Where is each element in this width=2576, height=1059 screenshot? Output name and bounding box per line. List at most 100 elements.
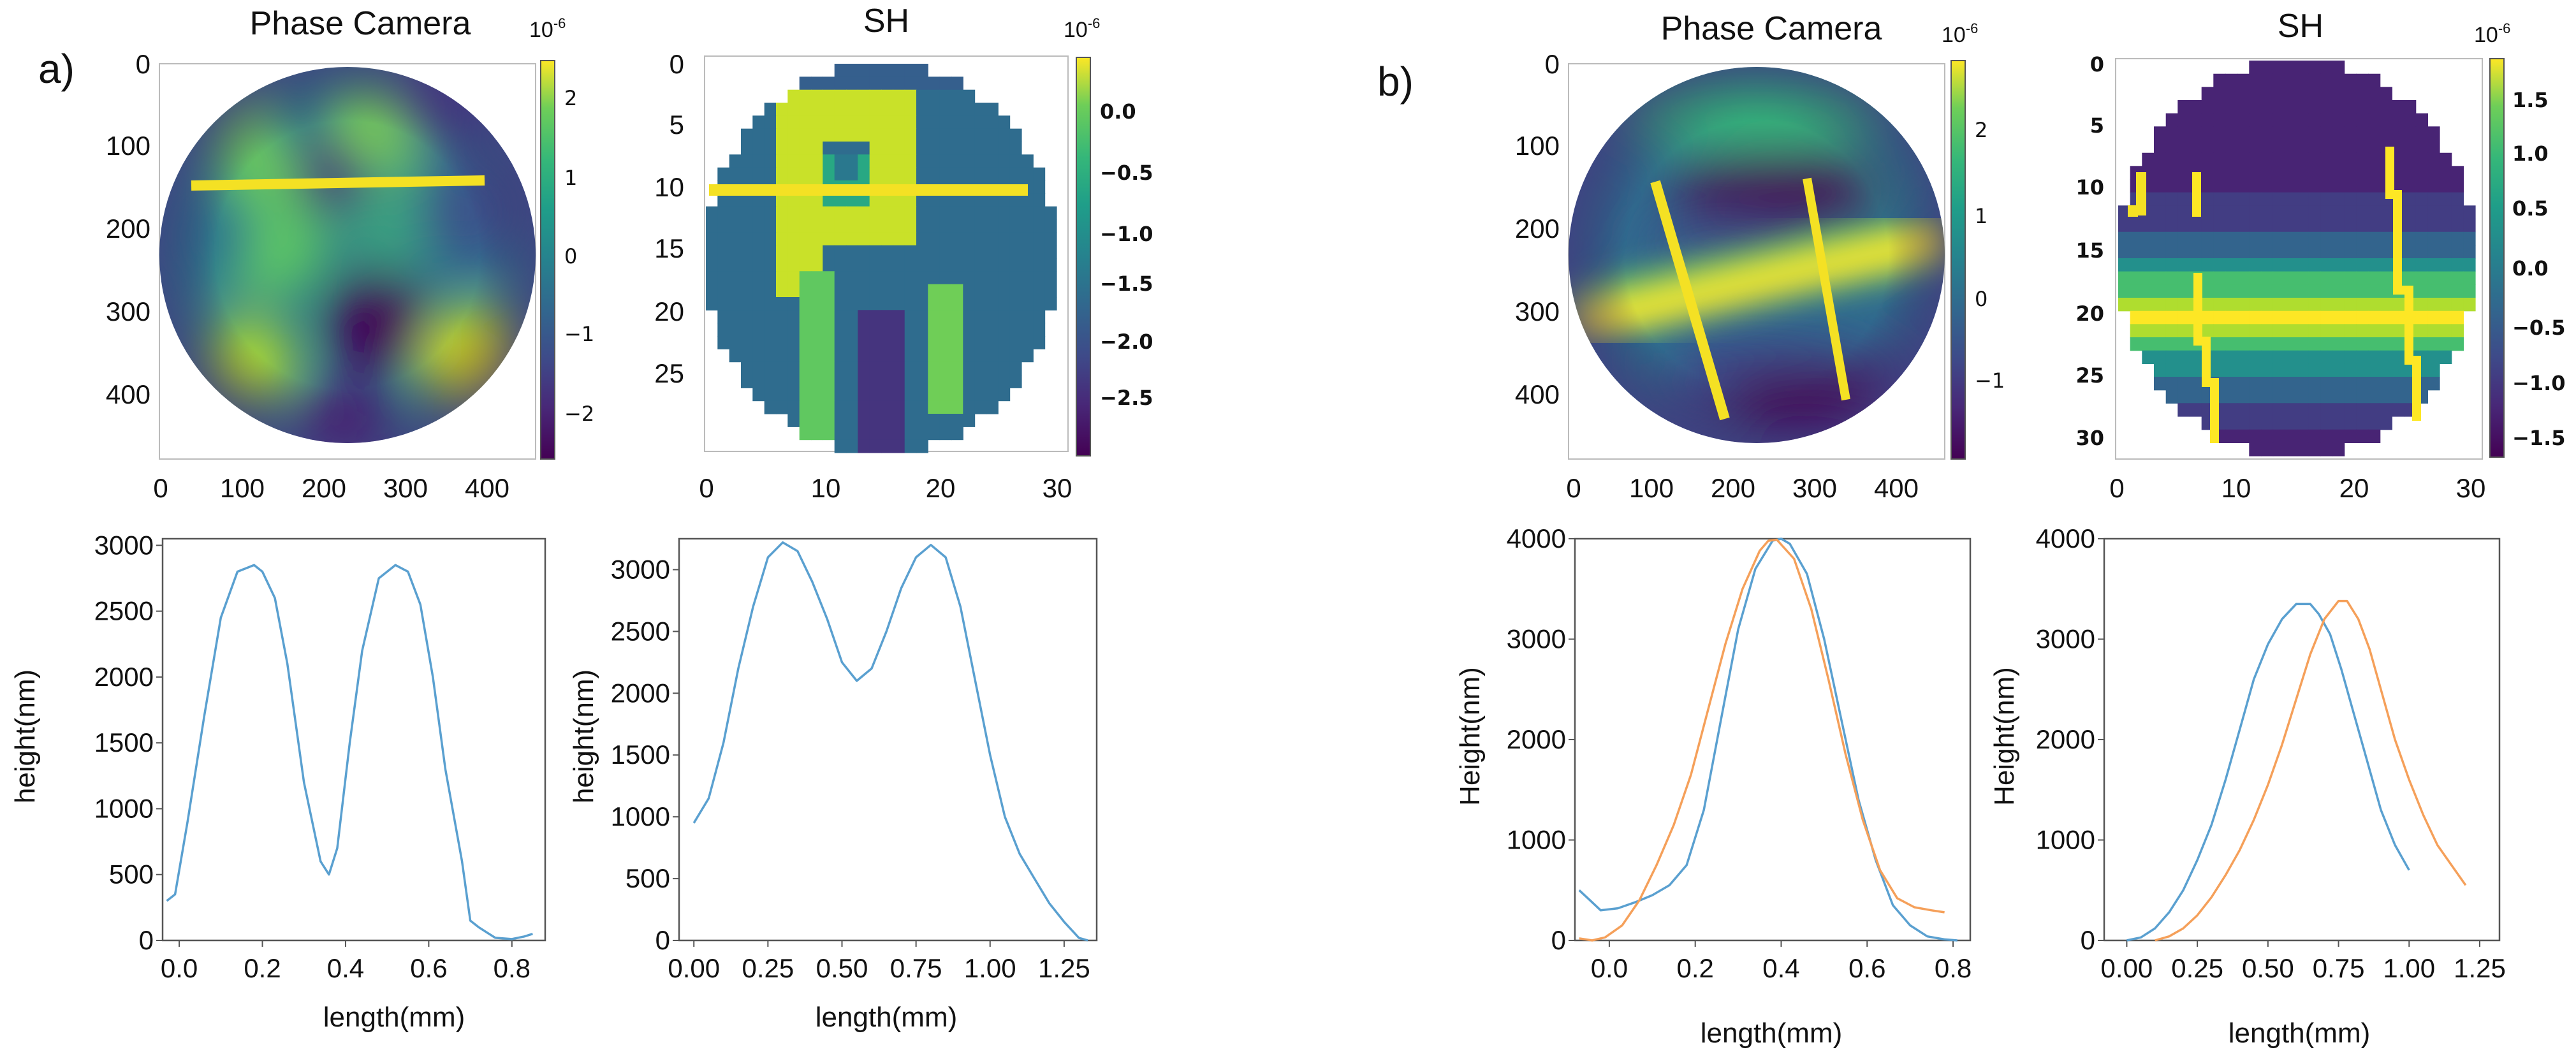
heatmap-cell xyxy=(2190,350,2202,364)
heatmap-cell xyxy=(823,362,835,376)
heatmap-cell xyxy=(2308,350,2321,364)
heatmap-cell xyxy=(858,388,870,402)
heatmap-cell xyxy=(2356,258,2369,272)
heatmap-cell xyxy=(2154,284,2167,298)
heatmap-cell xyxy=(2344,166,2357,180)
heatmap-cell xyxy=(2285,166,2297,180)
heatmap-cell xyxy=(2237,298,2250,312)
heatmap-cell xyxy=(2404,100,2417,114)
heatmap-cell xyxy=(963,414,976,427)
heatmap-cell xyxy=(2320,258,2333,272)
heatmap-cell xyxy=(986,115,999,129)
heatmap-cell xyxy=(951,336,963,349)
heatmap-cell xyxy=(2165,179,2178,193)
heatmap-cell xyxy=(2368,258,2381,272)
heatmap-cell xyxy=(811,375,823,388)
heatmap-cell xyxy=(2201,192,2214,206)
heatmap-cell xyxy=(904,400,917,414)
heatmap-cell xyxy=(2344,429,2357,443)
heatmap-cell xyxy=(811,284,823,298)
x-axis-label: length(mm) xyxy=(323,1002,465,1033)
heatmap-cell xyxy=(986,128,999,142)
heatmap-cell xyxy=(2427,258,2440,272)
heatmap-cell xyxy=(2463,205,2476,219)
heatmap-cell xyxy=(2285,231,2297,245)
heatmap-cell xyxy=(893,206,905,220)
heatmap-cell xyxy=(2297,205,2309,219)
b-sh-xtick: 0 xyxy=(2109,473,2124,503)
heatmap-cell xyxy=(974,258,987,272)
heatmap-cell xyxy=(2320,271,2333,285)
heatmap-cell xyxy=(916,427,928,441)
heatmap-cell xyxy=(963,154,976,168)
heatmap-cell xyxy=(951,128,963,142)
x-axis-label: length(mm) xyxy=(2228,1018,2371,1049)
a-phase-xtick: 0 xyxy=(153,473,168,503)
heatmap-cell xyxy=(2308,73,2321,87)
heatmap-cell xyxy=(729,154,742,168)
heatmap-cell xyxy=(2356,245,2369,259)
heatmap-cell xyxy=(2213,271,2226,285)
heatmap-cell xyxy=(2201,100,2214,114)
heatmap-cell xyxy=(858,297,870,310)
heatmap-cell xyxy=(881,219,893,233)
heatmap-cell xyxy=(811,297,823,310)
y-tick-label: 1500 xyxy=(94,727,154,757)
heatmap-cell xyxy=(1021,193,1034,207)
x-tick-label: 0.2 xyxy=(244,953,281,983)
heatmap-cell xyxy=(963,284,976,298)
heatmap-cell xyxy=(928,232,940,246)
heatmap-cell xyxy=(2392,113,2404,127)
heatmap-cell xyxy=(2225,140,2238,154)
heatmap-cell xyxy=(2272,258,2285,272)
a-phase-xtick: 300 xyxy=(383,473,428,503)
heatmap-cell xyxy=(858,284,870,298)
heatmap-cell xyxy=(2427,298,2440,312)
heatmap-cell xyxy=(2165,284,2178,298)
heatmap-cell xyxy=(2201,166,2214,180)
heatmap-cell xyxy=(799,154,812,168)
heatmap-cell xyxy=(741,323,753,337)
heatmap-cell xyxy=(2154,337,2167,351)
heatmap-cell xyxy=(2308,61,2321,75)
heatmap-cell xyxy=(2177,166,2190,180)
heatmap-cell xyxy=(2380,416,2392,430)
heatmap-cell xyxy=(799,193,812,207)
heatmap-cell xyxy=(2225,205,2238,219)
heatmap-cell xyxy=(1009,128,1022,142)
y-tick-label: 3000 xyxy=(611,554,670,584)
heatmap-cell xyxy=(846,206,858,220)
heatmap-cell xyxy=(2297,140,2309,154)
heatmap-cell xyxy=(2320,219,2333,233)
heatmap-cell xyxy=(2249,205,2262,219)
heatmap-cell xyxy=(2249,390,2262,404)
heatmap-cell xyxy=(2344,219,2357,233)
heatmap-cell xyxy=(2285,113,2297,127)
heatmap-cell xyxy=(858,414,870,427)
heatmap-cell xyxy=(2332,390,2345,404)
heatmap-cell xyxy=(1009,362,1022,376)
heatmap-cell xyxy=(928,77,940,91)
heatmap-cell xyxy=(2285,442,2297,456)
heatmap-cell xyxy=(2249,126,2262,140)
heatmap-cell xyxy=(823,154,835,168)
heatmap-cell xyxy=(741,336,753,349)
heatmap-cell xyxy=(2272,337,2285,351)
heatmap-cell xyxy=(2297,61,2309,75)
heatmap-cell xyxy=(2344,258,2357,272)
heatmap-cell xyxy=(2177,100,2190,114)
x-tick-label: 0.75 xyxy=(890,953,942,983)
heatmap-cell xyxy=(904,115,917,129)
heatmap-cell xyxy=(787,349,800,363)
heatmap-cell xyxy=(2320,390,2333,404)
heatmap-cell xyxy=(2332,271,2345,285)
heatmap-cell xyxy=(2177,310,2190,325)
heatmap-cell xyxy=(2332,442,2345,456)
heatmap-cell xyxy=(2249,442,2262,456)
heatmap-cell xyxy=(2154,258,2167,272)
heatmap-cell xyxy=(823,427,835,441)
heatmap-cell xyxy=(834,219,847,233)
heatmap-cell xyxy=(752,349,765,363)
heatmap-cell xyxy=(706,297,718,310)
heatmap-cell xyxy=(2272,61,2285,75)
